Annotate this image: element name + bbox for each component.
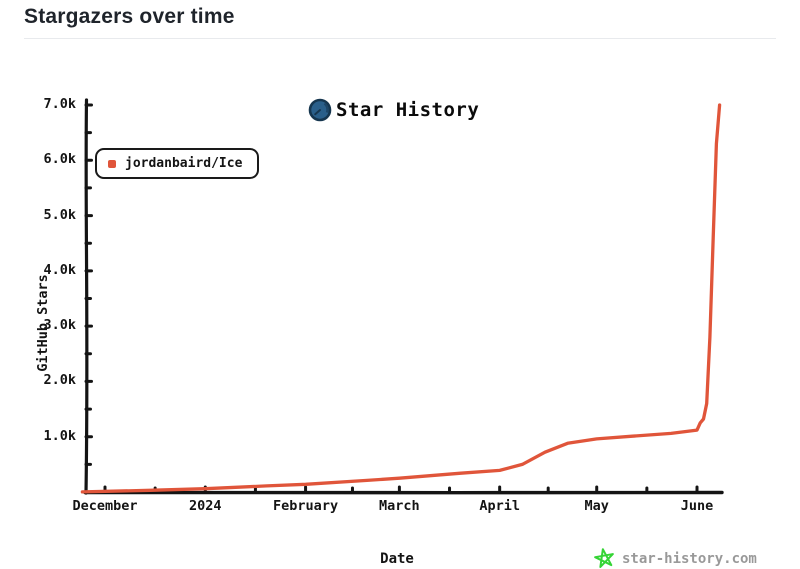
y-tick-label: 2.0k bbox=[43, 372, 76, 389]
y-tick-label: 6.0k bbox=[43, 151, 76, 168]
y-tick-label: 5.0k bbox=[43, 206, 76, 223]
y-tick-label: 3.0k bbox=[43, 317, 76, 334]
x-tick-label: May bbox=[584, 498, 609, 514]
header-divider bbox=[24, 38, 776, 39]
y-tick-label: 7.0k bbox=[43, 96, 76, 112]
y-axis bbox=[84, 98, 89, 495]
star-history-logo-icon bbox=[308, 98, 332, 122]
green-star-icon bbox=[594, 548, 614, 568]
y-tick-label: 1.0k bbox=[43, 427, 76, 444]
legend-series-label: jordanbaird/Ice bbox=[125, 156, 243, 171]
chart-title-text: Star History bbox=[336, 99, 480, 121]
x-tick-label: December bbox=[72, 498, 138, 514]
x-tick-label: February bbox=[273, 498, 339, 514]
x-tick-label: April bbox=[479, 498, 520, 514]
y-tick-label: 4.0k bbox=[43, 261, 76, 278]
x-tick-label: March bbox=[379, 498, 420, 514]
star-history-chart: Star History jordanbaird/Ice GitHub Star… bbox=[0, 40, 800, 568]
x-axis bbox=[83, 490, 724, 495]
x-axis-title: Date bbox=[380, 551, 414, 567]
chart-title: Star History bbox=[308, 98, 479, 122]
watermark-link[interactable]: star-history.com bbox=[594, 548, 757, 569]
page-title: Stargazers over time bbox=[24, 5, 235, 28]
legend[interactable]: jordanbaird/Ice bbox=[95, 148, 260, 179]
x-tick-label: 2024 bbox=[189, 498, 222, 514]
watermark-text: star-history.com bbox=[622, 550, 757, 567]
x-tick-label: June bbox=[680, 498, 714, 514]
legend-marker bbox=[108, 159, 116, 168]
